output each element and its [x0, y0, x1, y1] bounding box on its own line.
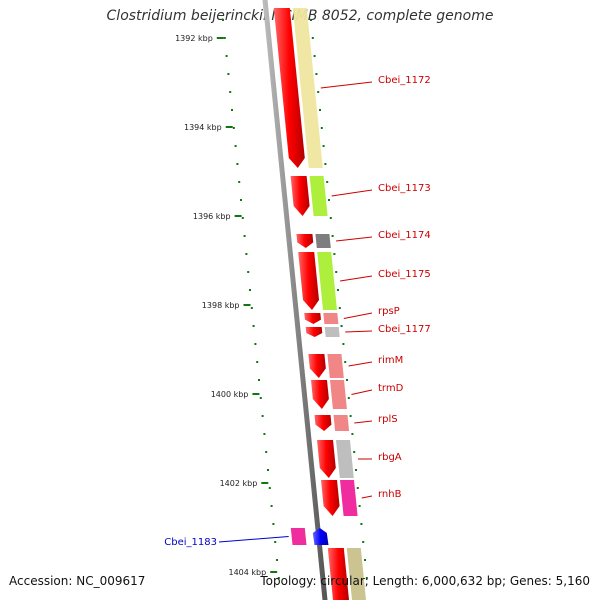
feature-band-Cbei_1175 — [317, 252, 337, 310]
cds-arrow-Cbei_1172 — [273, 8, 305, 168]
feature-band-Cbei_1174 — [315, 234, 331, 248]
gene-label-rpsP[interactable]: rpsP — [378, 306, 400, 317]
feature-band-partial — [346, 548, 366, 600]
feature-band-rimM — [327, 354, 344, 378]
feature-band-rpsP — [323, 313, 339, 324]
gene-features — [273, 8, 366, 600]
cds-arrow-Cbei_1174 — [296, 234, 314, 248]
feature-band-Cbei_1172 — [292, 8, 323, 168]
feature-band-Cbei_1177 — [324, 327, 340, 337]
cds-arrow-Cbei_1173 — [290, 176, 310, 216]
leader-line-rimM — [348, 361, 373, 367]
backbone-line — [262, 0, 328, 600]
leader-line-Cbei_1174 — [336, 236, 373, 242]
feature-band-rbgA — [336, 440, 354, 478]
gene-label-rplS[interactable]: rplS — [378, 414, 398, 425]
gene-label-rnhB[interactable]: rnhB — [378, 489, 402, 500]
cds-arrow-Cbei_1175 — [298, 252, 319, 310]
leader-line-Cbei_1172 — [320, 81, 373, 89]
feature-band-Cbei_1173 — [309, 176, 328, 216]
cds-arrow-Cbei_1183 — [312, 528, 329, 545]
accession-text: Accession: NC_009617 — [9, 574, 146, 588]
cds-arrow-rpsP — [304, 313, 321, 324]
feature-band-rnhB — [340, 480, 358, 516]
ruler-tick-label: 1402 kbp — [220, 479, 258, 488]
feature-band-Cbei_1183 — [290, 528, 307, 545]
ruler-tick-label: 1400 kbp — [211, 390, 249, 399]
ruler-tick-label: 1404 kbp — [228, 568, 266, 577]
gene-label-rbgA[interactable]: rbgA — [378, 452, 402, 463]
leader-line-rpsP — [343, 312, 373, 319]
gene-labels: Cbei_1172 Cbei_1173 Cbei_1174 Cbei_1175 rpsP… — [164, 75, 430, 548]
genome-summary-text: Topology: circular; Length: 6,000,632 bp… — [260, 574, 590, 588]
cds-arrow-rimM — [308, 354, 326, 378]
cds-arrow-partial — [327, 548, 349, 600]
leader-line-Cbei_1173 — [331, 189, 373, 197]
cds-arrow-trmD — [311, 380, 329, 409]
leader-line-rplS — [354, 420, 373, 424]
gene-label-Cbei_1172[interactable]: Cbei_1172 — [378, 75, 431, 86]
gene-label-Cbei_1177[interactable]: Cbei_1177 — [378, 324, 431, 335]
cds-arrow-rbgA — [317, 440, 336, 478]
feature-band-trmD — [330, 380, 347, 409]
ruler-tick-label: 1392 kbp — [175, 34, 213, 43]
leader-line-rnhB — [361, 495, 373, 499]
gene-label-trmD[interactable]: trmD — [378, 383, 404, 394]
leader-line-trmD — [351, 389, 373, 395]
leader-line-Cbei_1183 — [218, 536, 289, 543]
ruler-tick-label: 1394 kbp — [184, 123, 222, 132]
leader-line-Cbei_1175 — [340, 275, 373, 282]
cds-arrow-rplS — [314, 415, 332, 431]
gene-label-Cbei_1173[interactable]: Cbei_1173 — [378, 183, 431, 194]
gene-label-Cbei_1183[interactable]: Cbei_1183 — [164, 537, 217, 548]
ruler-tick-label: 1396 kbp — [193, 212, 231, 221]
feature-band-rplS — [333, 415, 350, 431]
ruler-tick-label: 1398 kbp — [202, 301, 240, 310]
gene-label-Cbei_1174[interactable]: Cbei_1174 — [378, 230, 431, 241]
genome-backbone — [262, 0, 328, 600]
ruler-ticks: 1392 kbp 1394 kbp 1396 kbp 1398 kbp 1400 kbp… — [175, 19, 368, 579]
cds-arrow-Cbei_1177 — [305, 327, 323, 337]
leader-line-Cbei_1177 — [345, 330, 373, 333]
gene-label-rimM[interactable]: rimM — [378, 355, 403, 366]
gene-label-Cbei_1175[interactable]: Cbei_1175 — [378, 269, 431, 280]
cds-arrow-rnhB — [321, 480, 340, 516]
